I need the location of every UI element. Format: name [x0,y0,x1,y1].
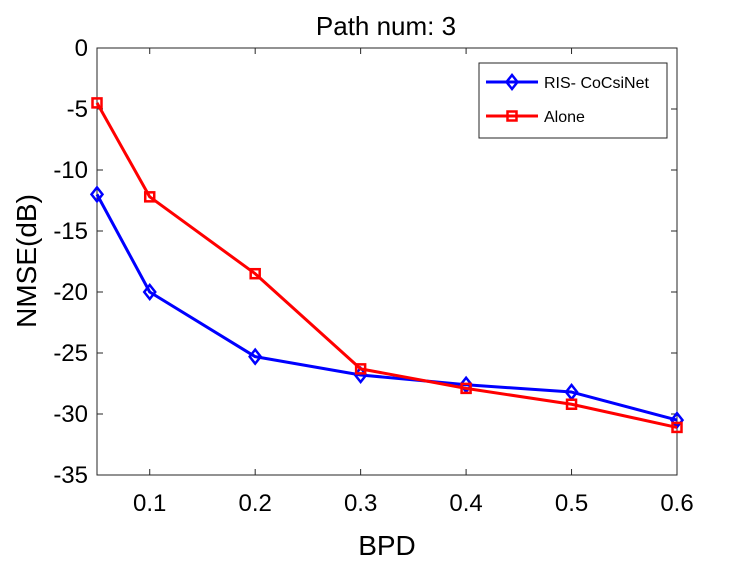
chart-title: Path num: 3 [316,11,456,41]
plot-frame [96,47,678,476]
data-point-alone [91,97,103,109]
data-point-alone [249,267,261,280]
y-tick-label: -10 [53,157,88,184]
x-tick-label: 0.3 [344,490,377,517]
data-point-alone [354,363,367,375]
x-axis-label: BPD [358,530,416,561]
data-point-alone [143,191,156,203]
data-point-alone [460,382,472,395]
data-point-ris-cocsinet [89,185,105,204]
legend-label-alone: Alone [544,109,585,126]
x-tick-label: 0.6 [660,490,693,517]
y-tick-label: -5 [67,96,88,123]
series-line-alone [95,102,678,429]
data-point-alone [565,398,578,410]
y-tick-label: -25 [53,340,88,367]
data-point-alone [671,421,683,434]
legend-marker-ris-cocsinet [504,72,520,92]
x-tick-label: 0.5 [555,490,588,517]
y-tick-label: -20 [53,279,88,306]
series-line-ris-cocsinet [95,193,678,422]
x-tick-label: 0.2 [238,490,271,517]
y-tick-label: -30 [53,401,88,428]
y-axis: 0 -5 -10 -15 -20 -25 -30 -35 [53,35,677,489]
data-point-ris-cocsinet [248,347,263,366]
legend-label-ris-cocsinet: RIS- CoCsiNet [544,75,649,92]
data-point-ris-cocsinet [142,282,157,302]
legend-marker-alone [506,110,518,122]
legend-marker-shape [506,110,518,122]
x-tick-label: 0.1 [133,490,166,517]
series-layer [89,97,685,434]
y-tick-label: -15 [53,218,88,245]
legend-marker-shape [504,72,520,92]
y-axis-label: NMSE(dB) [11,194,42,328]
x-tick-label: 0.4 [449,490,482,517]
series-alone [91,97,683,434]
y-tick-label: -35 [53,462,88,489]
y-tick-label: 0 [75,35,88,62]
x-axis: 0.1 0.2 0.3 0.4 0.5 0.6 [133,48,694,517]
legend: RIS- CoCsiNet Alone [478,62,668,139]
